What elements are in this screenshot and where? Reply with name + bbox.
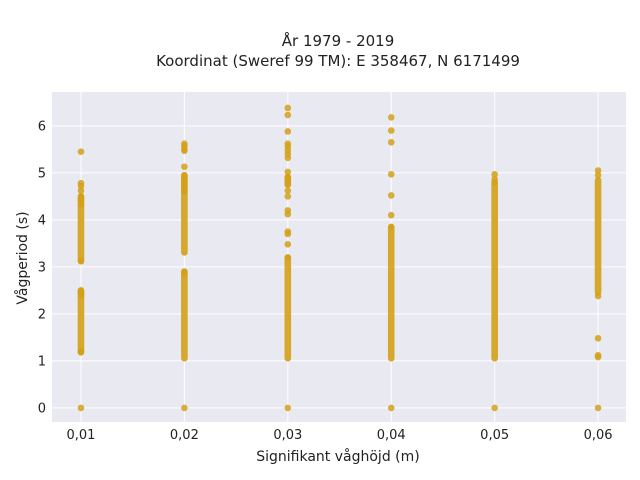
- chart-title-line-1: År 1979 - 2019: [282, 31, 395, 50]
- y-tick-label: 2: [38, 307, 46, 322]
- data-point: [77, 187, 85, 195]
- y-axis-label: Vågperiod (s): [14, 211, 31, 304]
- x-tick-labels: 0,01 0,02 0,03 0,04 0,05 0,06: [66, 428, 612, 443]
- data-point: [77, 148, 85, 156]
- data-point: [284, 181, 292, 188]
- data-point: [594, 335, 602, 342]
- point-cluster: [77, 193, 85, 265]
- data-point: [284, 241, 292, 248]
- y-tick-label: 0: [38, 401, 46, 416]
- data-point: [387, 404, 395, 412]
- data-point: [387, 138, 395, 146]
- data-point: [594, 404, 602, 412]
- y-tick-label: 6: [38, 119, 46, 134]
- data-point: [284, 111, 292, 119]
- point-cluster: [491, 179, 498, 362]
- data-point: [594, 171, 602, 179]
- y-tick-label: 1: [38, 354, 46, 369]
- data-point: [387, 223, 395, 231]
- data-point: [387, 192, 395, 199]
- data-point: [491, 404, 498, 412]
- chart-title-line-2: Koordinat (Sweref 99 TM): E 358467, N 61…: [156, 52, 520, 70]
- point-cluster: [181, 268, 188, 362]
- point-cluster: [387, 223, 395, 362]
- data-point: [387, 211, 395, 219]
- data-point: [181, 183, 188, 191]
- point-cluster: [594, 176, 602, 296]
- y-tick-labels: 0 1 2 3 4 5 6: [38, 119, 46, 416]
- data-points: [77, 104, 602, 412]
- x-tick-label: 0,02: [170, 428, 199, 443]
- data-point: [181, 188, 188, 195]
- x-tick-label: 0,06: [584, 428, 613, 443]
- x-tick-label: 0,01: [66, 428, 95, 443]
- data-point: [284, 210, 292, 218]
- data-point: [181, 270, 188, 278]
- y-tick-label: 3: [38, 260, 46, 275]
- data-point: [491, 170, 498, 178]
- data-point: [594, 167, 602, 174]
- data-point: [77, 257, 85, 265]
- data-point: [387, 170, 395, 178]
- plot-area: [52, 92, 626, 422]
- data-point: [181, 404, 188, 412]
- data-point: [284, 404, 292, 412]
- x-tick-label: 0,03: [273, 428, 302, 443]
- x-tick-label: 0,05: [480, 428, 509, 443]
- data-point: [181, 147, 188, 155]
- data-point: [284, 104, 292, 112]
- data-point: [77, 201, 85, 208]
- data-point: [77, 182, 85, 190]
- data-point: [77, 349, 85, 356]
- data-point: [284, 187, 292, 195]
- data-point: [284, 154, 292, 162]
- data-point: [491, 178, 498, 186]
- data-point: [594, 353, 602, 361]
- point-cluster: [284, 254, 292, 362]
- data-point: [284, 168, 292, 176]
- y-tick-label: 4: [38, 213, 46, 228]
- data-point: [284, 254, 292, 261]
- point-cluster: [77, 287, 85, 355]
- data-point: [181, 163, 188, 171]
- data-point: [284, 230, 292, 238]
- x-axis-label: Signifikant våghöjd (m): [256, 448, 419, 465]
- data-point: [284, 128, 292, 135]
- x-tick-label: 0,04: [377, 428, 406, 443]
- data-point: [387, 127, 395, 134]
- data-point: [387, 114, 395, 121]
- data-point: [284, 193, 292, 200]
- y-tick-label: 5: [38, 166, 46, 181]
- data-point: [77, 291, 85, 299]
- data-point: [594, 292, 602, 300]
- data-point: [77, 404, 85, 412]
